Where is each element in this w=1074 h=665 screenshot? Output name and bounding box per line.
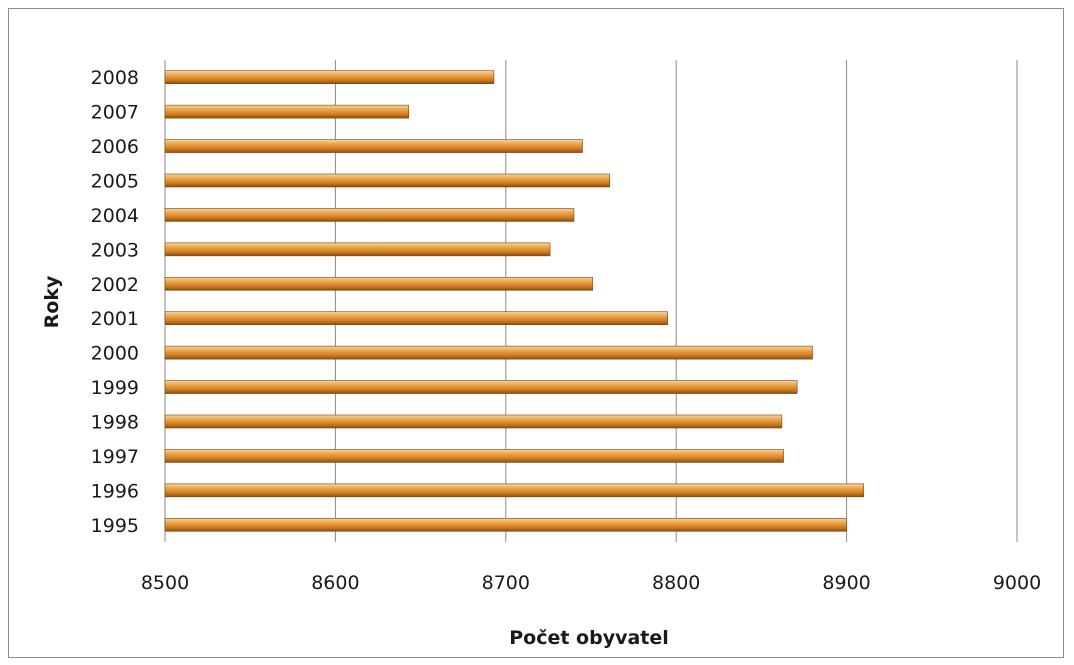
y-tick-label: 2001 (91, 308, 139, 330)
bar-2005 (164, 173, 611, 188)
y-tick-label: 2008 (91, 67, 139, 89)
bar-2004 (164, 208, 575, 222)
y-tick-label: 2007 (91, 102, 139, 124)
y-tick-label: 1996 (91, 480, 139, 502)
gridlines (334, 60, 1018, 542)
tick-labels: 8500 8600 8700 8800 8900 9000 1995 1996 1997 1998… (91, 67, 1042, 594)
bar-1997 (164, 449, 784, 463)
x-axis-title: Počet obyvatel (509, 627, 669, 649)
bar-2008 (164, 70, 495, 85)
y-tick-label: 2003 (91, 239, 139, 261)
bar-2002 (164, 276, 594, 291)
y-tick-label: 1997 (91, 446, 139, 468)
bar-2003 (164, 242, 551, 257)
x-tick-label: 8900 (822, 572, 870, 594)
bar-1995 (164, 517, 847, 532)
bar-1998 (164, 414, 783, 429)
bar-1999 (164, 380, 798, 394)
bar-2001 (164, 311, 668, 326)
y-tick-label: 1999 (91, 377, 139, 399)
bar-2007 (164, 104, 409, 119)
x-tick-label: 8800 (652, 572, 700, 594)
bar-2000 (164, 345, 813, 360)
y-tick-label: 2002 (91, 274, 139, 296)
y-tick-label: 1995 (91, 515, 139, 537)
y-tick-label: 1998 (91, 412, 139, 434)
y-axis-title: Roky (41, 275, 63, 328)
x-tick-label: 9000 (993, 572, 1041, 594)
bar-1996 (164, 483, 864, 498)
y-tick-label: 2004 (91, 205, 139, 227)
y-tick-label: 2006 (91, 136, 139, 158)
x-tick-label: 8600 (311, 572, 359, 594)
bars (164, 70, 864, 532)
x-tick-label: 8500 (141, 572, 189, 594)
bar-2006 (164, 139, 583, 153)
y-tick-label: 2005 (91, 171, 139, 193)
x-tick-label: 8700 (482, 572, 530, 594)
y-tick-label: 2000 (91, 343, 139, 365)
